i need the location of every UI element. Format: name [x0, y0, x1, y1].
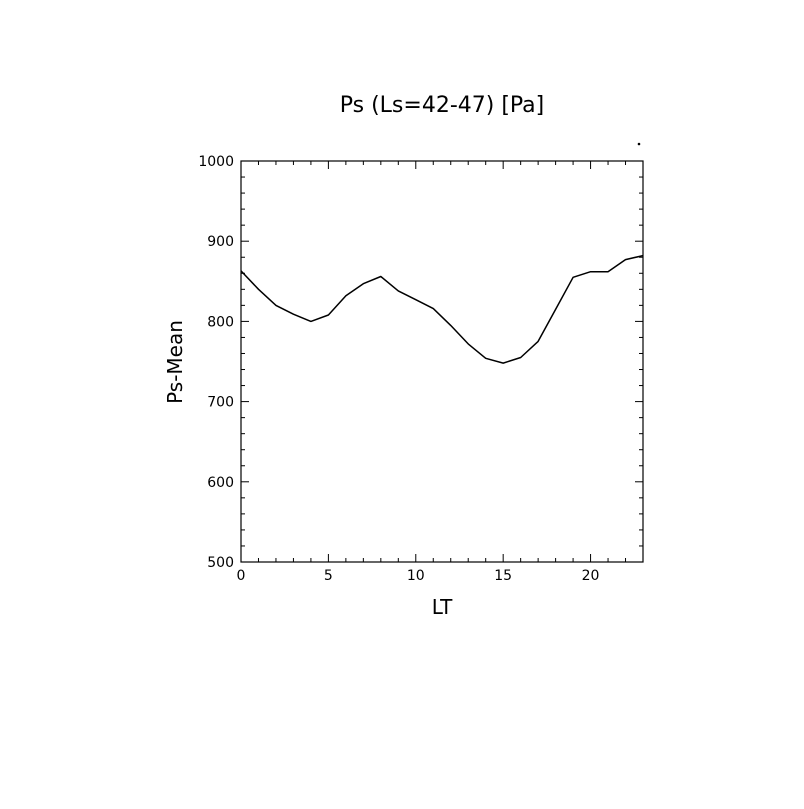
x-tick-label: 20: [582, 568, 600, 584]
corner-dot-mark: [637, 142, 641, 146]
y-tick-label: 500: [207, 555, 234, 571]
y-tick-label: 1000: [198, 154, 234, 170]
y-tick-label: 600: [207, 475, 234, 491]
y-tick-label: 900: [207, 234, 234, 250]
y-tick-label: 800: [207, 314, 234, 330]
series-line-0: [240, 254, 644, 364]
x-tick-label: 10: [407, 568, 425, 584]
x-tick-label: 15: [494, 568, 512, 584]
series-layer: [240, 254, 644, 364]
ticks: [240, 160, 644, 563]
tick-labels: 0 5 10 15 20 500 600 700 800 900 1000: [198, 154, 599, 584]
y-tick-label: 700: [207, 395, 234, 411]
y-axis-title: Ps-Mean: [163, 320, 187, 404]
chart-title: Ps (Ls=42-47) [Pa]: [340, 93, 545, 118]
x-tick-label: 5: [324, 568, 333, 584]
x-tick-label: 0: [237, 568, 246, 584]
x-axis-title: LT: [432, 595, 453, 619]
plot-frame: [240, 160, 644, 563]
